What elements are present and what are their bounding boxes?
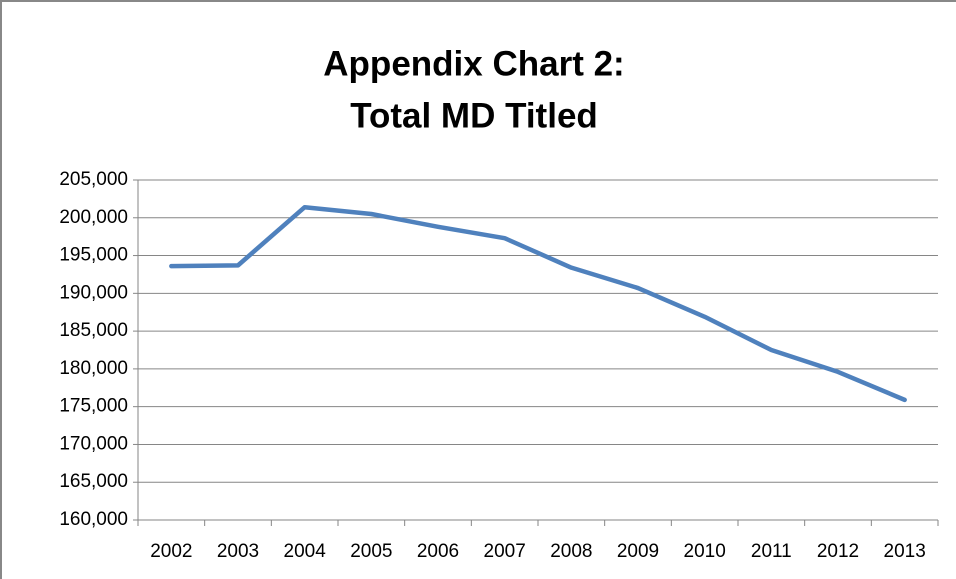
x-tick-label: 2011: [751, 541, 792, 562]
x-tick-label: 2012: [817, 541, 859, 562]
x-tick-label: 2002: [150, 541, 192, 562]
data-line: [169, 204, 907, 403]
y-tick-label: 175,000: [59, 396, 128, 417]
y-tick-label: 200,000: [59, 207, 128, 228]
x-tick-label: 2008: [550, 541, 592, 562]
chart-title: Appendix Chart 2:: [323, 44, 624, 83]
x-tick-label: 2013: [884, 541, 926, 562]
y-tick-label: 160,000: [59, 509, 128, 530]
x-tick-label: 2004: [284, 541, 327, 562]
y-tick-label: 180,000: [59, 358, 128, 379]
y-tick-label: 165,000: [59, 471, 128, 492]
y-tick-label: 195,000: [59, 245, 128, 266]
x-tick-label: 2009: [617, 541, 659, 562]
x-tick-label: 2010: [684, 541, 726, 562]
x-tick-label: 2005: [350, 541, 392, 562]
x-tick-label: 2003: [217, 541, 259, 562]
x-tick-label: 2006: [417, 541, 459, 562]
x-tick-label: 2007: [484, 541, 526, 562]
y-tick-label: 205,000: [59, 169, 128, 190]
y-tick-label: 185,000: [59, 320, 128, 341]
y-tick-label: 190,000: [59, 282, 128, 303]
chart-title: Total MD Titled: [350, 96, 598, 135]
y-tick-label: 170,000: [59, 433, 128, 454]
